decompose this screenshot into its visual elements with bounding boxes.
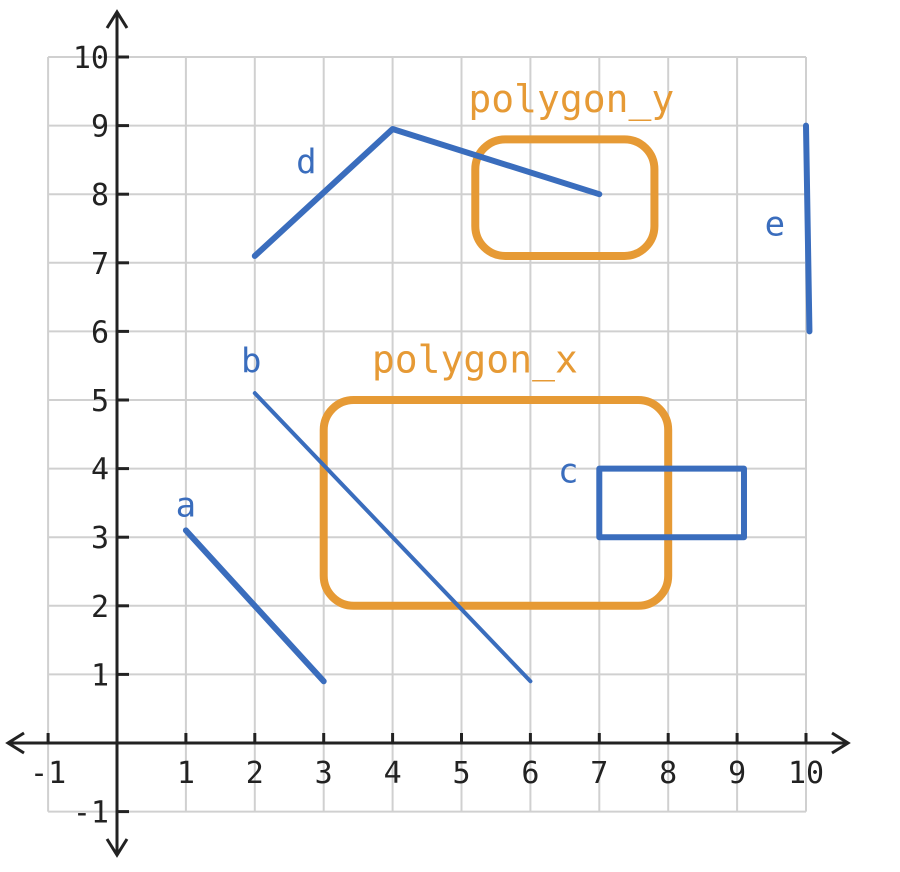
y-tick-label: 4 [91,453,109,488]
y-tick-label: -1 [73,796,109,831]
x-axis-arrows [5,731,851,755]
polygon-label: polygon_x [372,338,578,383]
segment-a [182,527,327,685]
y-tick-label: 8 [91,178,109,213]
y-tick-label: 3 [91,521,109,556]
segment-c [596,465,747,541]
x-tick-label: 2 [246,756,264,791]
y-tick-label: 10 [73,41,109,76]
segment-e [803,122,813,335]
x-tick-label: 8 [659,756,677,791]
y-axis-arrows [105,9,129,858]
x-tick-label: 1 [177,756,195,791]
segment-label: e [765,204,785,244]
polygon-polygon-y [471,135,659,260]
segment-label: a [176,486,196,526]
y-tick-label: 7 [91,247,109,282]
segment-label: c [558,451,578,491]
segment-b [252,391,533,684]
y-tick-label: 2 [91,590,109,625]
x-tick-label: 9 [728,756,746,791]
segment-label: d [296,143,316,183]
y-tick-label: 9 [91,110,109,145]
x-tick-label: 7 [590,756,608,791]
x-tick-label: 4 [384,756,402,791]
segment-d [251,126,603,259]
y-tick-label: 5 [91,384,109,419]
y-tick-label: 1 [91,658,109,693]
x-tick-label: 5 [452,756,470,791]
x-tick-label: 10 [788,756,824,791]
x-tick-label: 3 [315,756,333,791]
polygon-label: polygon_y [468,77,674,122]
segment-label: b [241,342,261,382]
x-tick-label: 6 [521,756,539,791]
polygon-polygon-x [319,396,673,610]
x-tick-label: -1 [30,756,66,791]
y-tick-label: 6 [91,315,109,350]
